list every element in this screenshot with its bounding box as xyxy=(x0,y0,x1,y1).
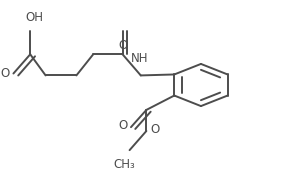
Text: O: O xyxy=(118,119,127,132)
Text: O: O xyxy=(118,39,127,52)
Text: OH: OH xyxy=(26,11,43,24)
Text: O: O xyxy=(150,123,159,135)
Text: O: O xyxy=(0,67,10,80)
Text: CH₃: CH₃ xyxy=(113,158,135,171)
Text: NH: NH xyxy=(131,52,148,65)
